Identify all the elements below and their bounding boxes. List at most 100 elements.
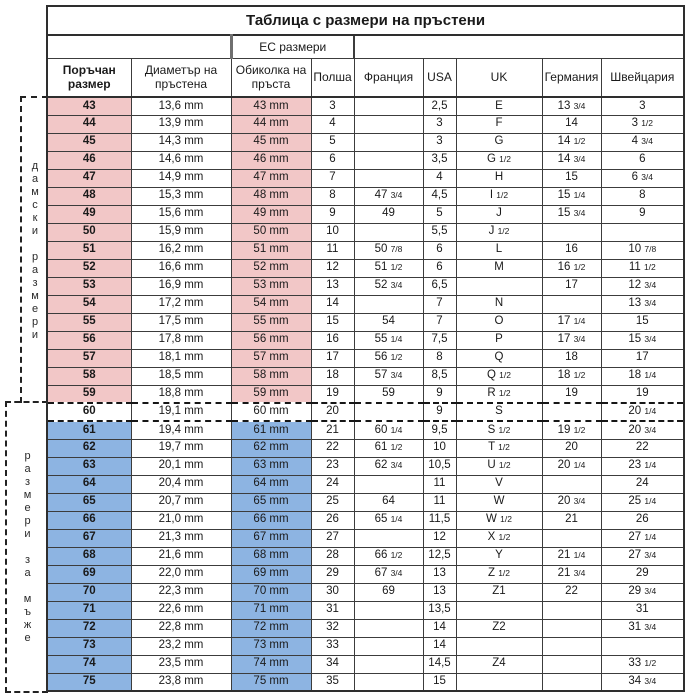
table-row: 48 15,3 mm 48 mm 8 47 3/4 4,5 I 1/2 15 1/4 8 (46, 186, 685, 206)
table-cell (353, 114, 424, 134)
table-cell: 67 mm (230, 528, 312, 548)
table-cell: 8,5 (422, 366, 457, 386)
table-cell: 15,3 mm (130, 186, 232, 206)
table-cell: 3 (310, 96, 355, 116)
table-cell (353, 672, 424, 692)
table-cell: 71 mm (230, 600, 312, 620)
table-cell: 35 (310, 672, 355, 692)
table-cell: 34 (310, 654, 355, 674)
table-cell: 12 (422, 528, 457, 548)
table-cell: 64 mm (230, 474, 312, 494)
table-cell (541, 294, 602, 314)
table-cell: 59 (353, 384, 424, 404)
table-cell (541, 474, 602, 494)
table-cell: 21 3/4 (541, 564, 602, 584)
table-row: 68 21,6 mm 68 mm 28 66 1/2 12,5 Y 21 1/4 27 3/4 (46, 546, 685, 566)
table-cell: 25 1/4 (600, 492, 685, 512)
table-row: 59 18,8 mm 59 mm 19 59 9 R 1/2 19 19 (46, 384, 685, 404)
table-cell: 62 3/4 (353, 456, 424, 476)
table-cell: 17 3/4 (541, 330, 602, 350)
table-cell: 10 (422, 438, 457, 458)
table-cell: 60 1/4 (353, 420, 424, 440)
table-cell: N (455, 294, 543, 314)
table-cell: 33 (310, 636, 355, 656)
table-cell: 8 (310, 186, 355, 206)
table-cell: 61 mm (230, 420, 312, 440)
table-cell: 69 mm (230, 564, 312, 584)
table-cell: 11 (422, 492, 457, 512)
table-cell: 66 1/2 (353, 546, 424, 566)
table-cell: 22,6 mm (130, 600, 232, 620)
subheader-spacer-right (353, 34, 685, 59)
table-cell: 20,7 mm (130, 492, 232, 512)
table-cell: 4,5 (422, 186, 457, 206)
table-cell: 47 3/4 (353, 186, 424, 206)
table-cell: 51 mm (230, 240, 312, 260)
table-cell (353, 96, 424, 116)
table-cell (353, 132, 424, 152)
table-cell: 11 (310, 240, 355, 260)
table-cell: 13,9 mm (130, 114, 232, 134)
table-cell: 59 (46, 384, 132, 404)
table-cell: 19 (600, 384, 685, 404)
table-cell: 49 (353, 204, 424, 224)
table-cell: 6 (422, 258, 457, 278)
table-cell: 7,5 (422, 330, 457, 350)
table-cell: G (455, 132, 543, 152)
table-cell (353, 618, 424, 638)
table-cell: 47 (46, 168, 132, 188)
table-cell: 74 (46, 654, 132, 674)
table-cell: 30 (310, 582, 355, 602)
table-cell: 22,0 mm (130, 564, 232, 584)
table-cell: 14,5 (422, 654, 457, 674)
table-cell: 9 (310, 204, 355, 224)
column-header-uk: UK (455, 58, 543, 98)
table-cell: 16,6 mm (130, 258, 232, 278)
table-cell: 10 (310, 222, 355, 242)
table-row: 69 22,0 mm 69 mm 29 67 3/4 13 Z 1/2 21 3/4 29 (46, 564, 685, 584)
column-header-france: Франция (353, 58, 424, 98)
table-cell: 7 (422, 294, 457, 314)
table-cell: 3 1/2 (600, 114, 685, 134)
table-cell (455, 276, 543, 296)
women-sizes-bracket: дамски размери (20, 96, 48, 403)
table-cell: 57 3/4 (353, 366, 424, 386)
table-cell: 31 3/4 (600, 618, 685, 638)
table-cell: 58 mm (230, 366, 312, 386)
table-cell: 14 3/4 (541, 150, 602, 170)
table-cell: 20,4 mm (130, 474, 232, 494)
table-row: 61 19,4 mm 61 mm 21 60 1/4 9,5 S 1/2 19 1/2 20 3… (46, 420, 685, 440)
table-cell: 55 1/4 (353, 330, 424, 350)
table-cell: 8 (600, 186, 685, 206)
table-cell (455, 672, 543, 692)
table-cell: 14,6 mm (130, 150, 232, 170)
table-cell: 63 mm (230, 456, 312, 476)
table-cell: L (455, 240, 543, 260)
table-cell: 15 (422, 672, 457, 692)
table-cell: 6 3/4 (600, 168, 685, 188)
subheader-row: ЕС размери (46, 34, 685, 59)
table-cell (353, 654, 424, 674)
table-row: 74 23,5 mm 74 mm 34 14,5 Z4 33 1/2 (46, 654, 685, 674)
table-cell: 19,1 mm (130, 402, 232, 422)
table-cell (541, 600, 602, 620)
table-cell: 19 (310, 384, 355, 404)
table-cell: P (455, 330, 543, 350)
table-cell: 68 (46, 546, 132, 566)
table-cell: 4 (310, 114, 355, 134)
table-cell: 21,3 mm (130, 528, 232, 548)
table-row: 43 13,6 mm 43 mm 3 2,5 E 13 3/4 3 (46, 96, 685, 116)
table-row: 73 23,2 mm 73 mm 33 14 (46, 636, 685, 656)
table-cell: 19,4 mm (130, 420, 232, 440)
table-cell: 18 1/2 (541, 366, 602, 386)
table-cell: 53 (46, 276, 132, 296)
table-cell: 57 (46, 348, 132, 368)
table-cell: U 1/2 (455, 456, 543, 476)
table-cell: 21 (310, 420, 355, 440)
table-cell (600, 636, 685, 656)
table-cell: 20 3/4 (600, 420, 685, 440)
table-cell: 20 1/4 (541, 456, 602, 476)
table-cell: 24 (310, 474, 355, 494)
table-cell: 18,8 mm (130, 384, 232, 404)
